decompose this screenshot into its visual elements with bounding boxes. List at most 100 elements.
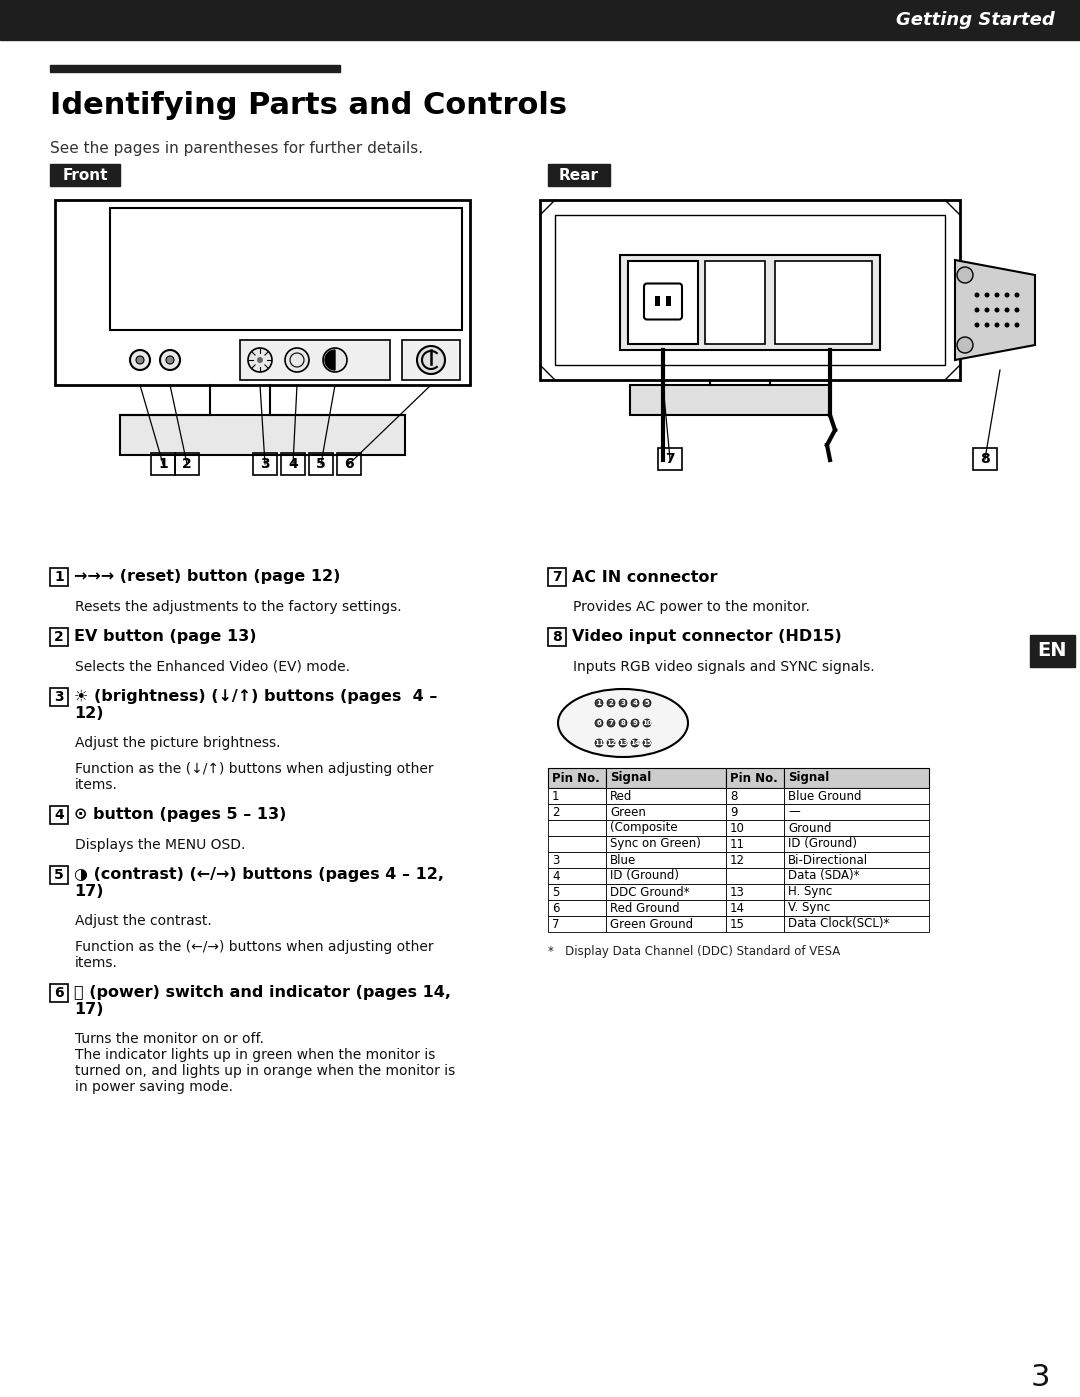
Text: 15: 15 <box>730 918 745 930</box>
Bar <box>50 866 68 884</box>
Text: 3: 3 <box>552 854 559 866</box>
Text: 6: 6 <box>596 719 602 726</box>
Text: ID (Ground): ID (Ground) <box>788 837 858 851</box>
Text: Sync on Green): Sync on Green) <box>610 837 701 851</box>
Bar <box>973 448 997 469</box>
Bar <box>775 261 872 344</box>
Circle shape <box>595 739 603 747</box>
Bar <box>402 339 460 380</box>
Text: Provides AC power to the monitor.: Provides AC power to the monitor. <box>573 599 810 615</box>
Circle shape <box>985 307 989 313</box>
Text: Bi-Directional: Bi-Directional <box>788 854 868 866</box>
Bar <box>606 916 726 932</box>
Bar <box>726 852 784 868</box>
Text: 9: 9 <box>633 719 637 726</box>
Text: Data (SDA)*: Data (SDA)* <box>788 869 860 883</box>
Circle shape <box>160 351 180 370</box>
Circle shape <box>1004 292 1010 298</box>
Text: EN: EN <box>1037 641 1067 661</box>
Bar <box>606 835 726 852</box>
Circle shape <box>417 346 445 374</box>
Text: 12): 12) <box>75 705 104 721</box>
Bar <box>606 852 726 868</box>
Bar <box>281 453 305 475</box>
Text: 3: 3 <box>621 700 625 705</box>
Circle shape <box>974 323 980 327</box>
Circle shape <box>643 698 651 707</box>
Bar <box>548 868 606 884</box>
Bar <box>548 916 606 932</box>
Circle shape <box>974 307 980 313</box>
Circle shape <box>1014 307 1020 313</box>
Text: 6: 6 <box>54 986 64 1000</box>
Bar <box>666 296 671 306</box>
Bar <box>337 453 361 475</box>
Circle shape <box>643 719 651 726</box>
Bar <box>627 261 698 344</box>
Text: 11: 11 <box>730 837 745 851</box>
Circle shape <box>130 351 150 370</box>
Bar <box>606 768 726 788</box>
Circle shape <box>619 739 627 747</box>
Text: Function as the (↓/↑) buttons when adjusting other: Function as the (↓/↑) buttons when adjus… <box>75 761 434 775</box>
Text: EV button (page 13): EV button (page 13) <box>75 630 257 644</box>
Bar <box>548 805 606 820</box>
Bar <box>55 200 470 386</box>
Circle shape <box>631 698 639 707</box>
Circle shape <box>631 719 639 726</box>
Bar <box>540 200 960 380</box>
Circle shape <box>1004 307 1010 313</box>
Bar <box>0 0 1080 41</box>
Text: 8: 8 <box>621 719 625 726</box>
Bar <box>548 852 606 868</box>
Bar <box>110 208 462 330</box>
Circle shape <box>595 698 603 707</box>
Text: *   Display Data Channel (DDC) Standard of VESA: * Display Data Channel (DDC) Standard of… <box>548 946 840 958</box>
Text: 4: 4 <box>633 700 637 705</box>
Text: 5: 5 <box>645 700 649 705</box>
Bar <box>548 835 606 852</box>
Circle shape <box>957 267 973 284</box>
Bar <box>784 852 929 868</box>
Circle shape <box>166 356 174 365</box>
Bar <box>548 768 606 788</box>
Bar <box>784 835 929 852</box>
Circle shape <box>248 348 272 372</box>
Bar <box>606 788 726 805</box>
Text: Red: Red <box>610 789 633 802</box>
Bar <box>726 884 784 900</box>
Text: Green: Green <box>610 806 646 819</box>
Text: 3: 3 <box>1030 1362 1050 1391</box>
Text: 2: 2 <box>183 457 192 471</box>
Circle shape <box>136 356 144 365</box>
Bar <box>630 386 831 415</box>
Text: 2: 2 <box>54 630 64 644</box>
Bar <box>548 884 606 900</box>
Text: 14: 14 <box>730 901 745 915</box>
Text: 5: 5 <box>316 457 326 471</box>
Text: H. Sync: H. Sync <box>788 886 833 898</box>
Text: 7: 7 <box>665 453 675 467</box>
Bar <box>606 884 726 900</box>
Text: Red Ground: Red Ground <box>610 901 679 915</box>
Bar <box>658 448 681 469</box>
Text: items.: items. <box>75 778 118 792</box>
Text: Resets the adjustments to the factory settings.: Resets the adjustments to the factory se… <box>75 599 402 615</box>
Text: Pin No.: Pin No. <box>730 771 778 785</box>
Bar <box>548 900 606 916</box>
Text: 1: 1 <box>596 700 602 705</box>
Text: Displays the MENU OSD.: Displays the MENU OSD. <box>75 838 245 852</box>
Bar <box>784 805 929 820</box>
Text: 12: 12 <box>606 740 616 746</box>
Text: 13: 13 <box>730 886 745 898</box>
Text: Signal: Signal <box>610 771 651 785</box>
Ellipse shape <box>558 689 688 757</box>
Circle shape <box>985 323 989 327</box>
Bar <box>606 805 726 820</box>
Text: 1: 1 <box>54 570 64 584</box>
Bar <box>620 256 880 351</box>
Bar <box>50 629 68 645</box>
Text: (Composite: (Composite <box>610 821 677 834</box>
Text: Ground: Ground <box>788 821 832 834</box>
Text: Turns the monitor on or off.: Turns the monitor on or off. <box>75 1032 264 1046</box>
